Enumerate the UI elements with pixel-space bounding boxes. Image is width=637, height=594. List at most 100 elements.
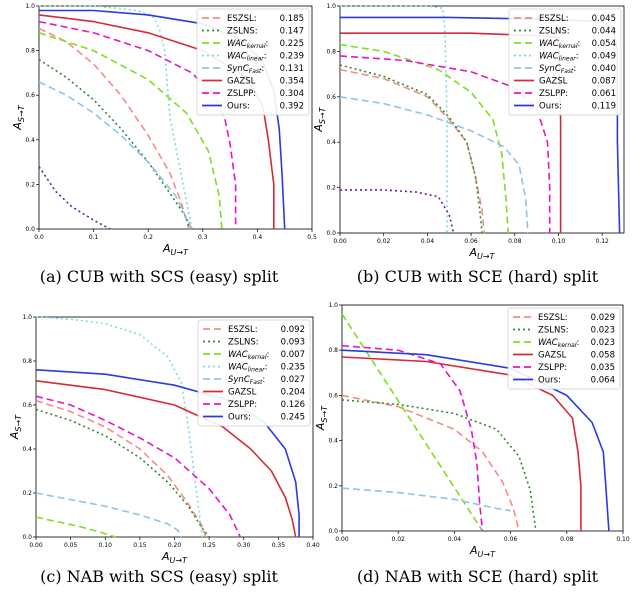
legend-entry: ESZSL: <box>538 313 568 323</box>
x-tick-label: 0.10 <box>99 542 113 549</box>
y-tick-label: 0.8 <box>328 347 338 354</box>
legend-value: 0.354 <box>280 77 304 87</box>
caption-a: (a) CUB with SCS (easy) split <box>39 267 279 286</box>
x-tick-label: 0.00 <box>333 238 347 245</box>
series-line-wackernal <box>38 32 223 230</box>
legend-entry: ESZSL: <box>539 14 569 24</box>
series-line-zslpp <box>35 395 242 538</box>
x-tick-label: 0.3 <box>198 234 208 241</box>
legend-value: 0.040 <box>592 64 616 74</box>
legend-box <box>196 8 310 116</box>
series-line-zslns <box>35 408 210 538</box>
x-tick-label: 0.06 <box>464 238 478 245</box>
legend-value: 0.061 <box>592 89 616 99</box>
x-axis-label: AU→T <box>469 246 496 261</box>
x-tick-label: 0.10 <box>552 238 566 245</box>
y-tick-label: 0.2 <box>326 185 336 192</box>
x-tick-label: 0.04 <box>448 536 462 543</box>
y-tick-label: 0.6 <box>25 92 35 99</box>
chart-c: 0.00 0.05 0.10 0.15 0.20 0.25 0.30 0.35 0.400.00… <box>8 314 320 565</box>
series-line-waclinear <box>340 5 448 233</box>
legend-value: 0.093 <box>281 338 305 348</box>
legend-value: 0.054 <box>592 39 616 49</box>
x-tick-label: 0.40 <box>306 542 320 549</box>
y-tick-label: 0.2 <box>22 490 32 497</box>
legend-value: 0.245 <box>281 413 305 423</box>
legend-value: 0.304 <box>280 89 304 99</box>
y-tick-label: 0.8 <box>25 48 35 55</box>
x-tick-label: 0.00 <box>29 542 43 549</box>
x-tick-label: 0.00 <box>335 536 349 543</box>
y-tick-label: 0.8 <box>326 48 336 55</box>
y-tick-label: 0.0 <box>328 528 338 535</box>
x-tick-label: 0.4 <box>253 234 263 241</box>
legend-value: 0.239 <box>280 52 304 62</box>
panel-c: 0.00 0.05 0.10 0.15 0.20 0.25 0.30 0.35 0.40 0.0 0… <box>0 297 320 594</box>
chart-a: 0.0 0.1 0.2 0.3 0.4 0.5 0.0 0.2 0.4 0.6 0.8 1.0 AU→T… <box>11 3 317 257</box>
series-line-syncfast <box>38 81 193 230</box>
legend-value: 0.064 <box>591 376 615 386</box>
legend-entry: WAClinear: <box>539 52 579 63</box>
legend-value: 0.049 <box>592 52 616 62</box>
x-tick-label: 0.2 <box>143 234 153 241</box>
legend-entry: WACkernal: <box>227 39 268 50</box>
legend: ESZSL: 0.185 ZSLNS: 0.147 WACkernal: 0.225 WAC… <box>196 8 310 116</box>
y-tick-label: 0.2 <box>328 483 338 490</box>
legend-value: 0.185 <box>280 14 304 24</box>
x-tick-label: 0.15 <box>133 542 147 549</box>
legend-entry: GAZSL <box>227 77 256 87</box>
caption-c: (c) NAB with SCS (easy) split <box>40 567 278 586</box>
series-line-gazsl <box>35 380 297 538</box>
series-line-wackernal <box>341 313 484 532</box>
legend-entry: ZSLNS: <box>538 326 569 336</box>
legend-entry: Ours: <box>538 376 561 386</box>
legend: ESZSL: 0.029 ZSLNS: 0.023 WACkernal: 0.023 GAZ… <box>507 307 621 390</box>
legend-value: 0.023 <box>591 338 615 348</box>
legend-value: 0.035 <box>591 363 615 373</box>
y-tick-label: 0.4 <box>22 446 32 453</box>
legend-entry: ESZSL: <box>227 14 257 24</box>
chart-b: 0.00 0.02 0.04 0.06 0.08 0.10 0.12 0.0 0.2 0.4 0.6… <box>312 3 625 261</box>
series-line-unlabeled <box>340 189 455 234</box>
y-tick-label: 0.0 <box>326 230 336 237</box>
legend-value: 0.131 <box>280 64 304 74</box>
series-line-eszsl <box>339 68 485 234</box>
series-line-eszsl <box>38 27 190 230</box>
y-axis-label: AS→T <box>312 106 327 132</box>
y-axis-label: AS→T <box>8 414 23 440</box>
x-axis-label: AU→T <box>469 544 496 559</box>
y-tick-label: 0.4 <box>25 137 35 144</box>
x-tick-label: 0.20 <box>168 542 182 549</box>
series-line-unlabeled <box>38 166 111 230</box>
x-tick-label: 0.30 <box>237 542 251 549</box>
legend-entry: ZSLNS: <box>228 338 259 348</box>
legend-entry: WACkernal: <box>539 39 580 50</box>
series-line-wackernal <box>35 516 116 538</box>
legend-value: 0.058 <box>591 351 615 361</box>
legend-entry: ZSLPP: <box>539 89 568 99</box>
legend-entry: Ours: <box>227 102 250 112</box>
legend-entry: ESZSL: <box>228 325 258 335</box>
y-tick-label: 0.8 <box>22 358 32 365</box>
y-axis-label: AS→T <box>11 104 26 130</box>
legend-value: 0.023 <box>591 326 615 336</box>
y-tick-label: 0.4 <box>326 139 336 146</box>
legend-entry: GAZSL <box>539 77 568 87</box>
x-tick-label: 0.12 <box>595 238 609 245</box>
legend-value: 0.029 <box>591 313 615 323</box>
legend-entry: SynCFast: <box>227 64 264 75</box>
y-tick-label: 0.6 <box>22 402 32 409</box>
legend-entry: SynCFast: <box>228 375 265 386</box>
series-line-zslns <box>341 399 537 532</box>
panel-a: 0.0 0.1 0.2 0.3 0.4 0.5 0.0 0.2 0.4 0.6 0.8 1.0 AU→T… <box>0 0 318 297</box>
chart-d: 0.00 0.02 0.04 0.06 0.08 0.10 0.0 0.2 0.4 0.6 0.8 1… <box>314 302 630 559</box>
series-line-unlabeled <box>341 487 511 512</box>
x-tick-label: 0.08 <box>508 238 522 245</box>
legend-value: 0.119 <box>592 102 616 112</box>
legend-value: 0.044 <box>592 27 616 37</box>
y-tick-label: 0.2 <box>25 181 35 188</box>
y-tick-label: 1.0 <box>22 314 32 321</box>
x-tick-label: 0.02 <box>392 536 406 543</box>
x-tick-label: 0.04 <box>421 238 435 245</box>
y-tick-label: 0.4 <box>328 438 338 445</box>
